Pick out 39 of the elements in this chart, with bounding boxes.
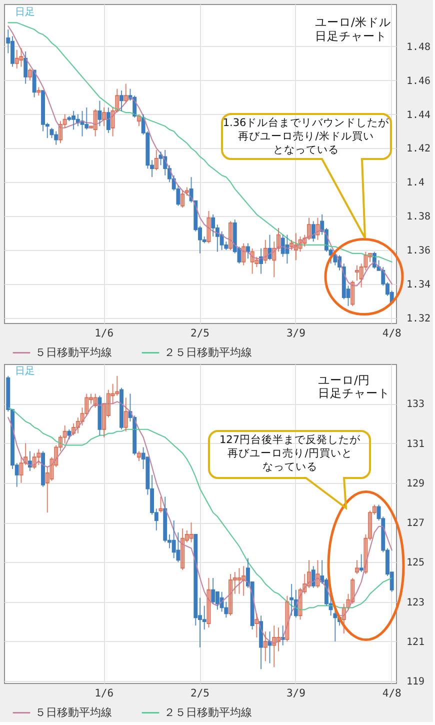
- legend-label: ５日移動平均線: [35, 346, 112, 359]
- y-tick-label: 1.4: [406, 178, 425, 189]
- y-tick-label: 131: [406, 438, 425, 450]
- y-tick-label: 1.38: [406, 212, 431, 223]
- y-tick-label: 125: [406, 558, 425, 569]
- text: 日足チャート: [318, 386, 390, 400]
- y-tick-label: 1.42: [406, 144, 431, 155]
- annotation: 1.36ドル台までリバウンドしたが再びユーロ売り/米ドル買いとなっている: [222, 116, 390, 156]
- y-tick-label: 1.34: [406, 279, 431, 290]
- x-tick-label: 3/9: [286, 688, 306, 700]
- x-tick-label: 2/5: [190, 688, 210, 700]
- y-tick-label: 1.32: [406, 313, 431, 324]
- text: ユーロ/円: [318, 373, 370, 387]
- y-tick-label: 121: [406, 636, 425, 648]
- x-tick-label: 1/6: [94, 328, 114, 340]
- candlestick: [67, 115, 72, 122]
- y-tick-label: 1.48: [406, 42, 431, 53]
- legend-label: ５日移動平均線: [35, 706, 112, 719]
- x-tick-label: 1/6: [94, 688, 114, 700]
- text: ユーロ/米ドル: [315, 15, 391, 29]
- y-tick-label: 119: [406, 676, 425, 688]
- y-tick-label: 129: [406, 478, 425, 490]
- legend-label: ２５日移動平均線: [164, 706, 252, 719]
- y-tick-label: 133: [406, 399, 425, 410]
- annotation: 127円台後半まで反発したが再びユーロ売り/円買いとなっている: [219, 433, 362, 473]
- y-tick-label: 1.46: [406, 76, 431, 87]
- annotation: 日足: [15, 7, 35, 18]
- text: 日足チャート: [315, 29, 387, 43]
- y-tick-label: 127: [406, 518, 425, 530]
- x-tick-label: 4/8: [382, 688, 402, 700]
- y-tick-label: 123: [406, 597, 425, 608]
- annotation: 日足: [15, 366, 35, 377]
- y-tick-label: 1.36: [406, 246, 431, 257]
- x-tick-label: 2/5: [190, 328, 210, 340]
- y-tick-label: 1.44: [406, 110, 431, 121]
- x-tick-label: 3/9: [286, 328, 306, 340]
- legend-label: ２５日移動平均線: [164, 346, 252, 359]
- x-tick-label: 4/8: [382, 328, 402, 340]
- candlestick: [89, 126, 93, 128]
